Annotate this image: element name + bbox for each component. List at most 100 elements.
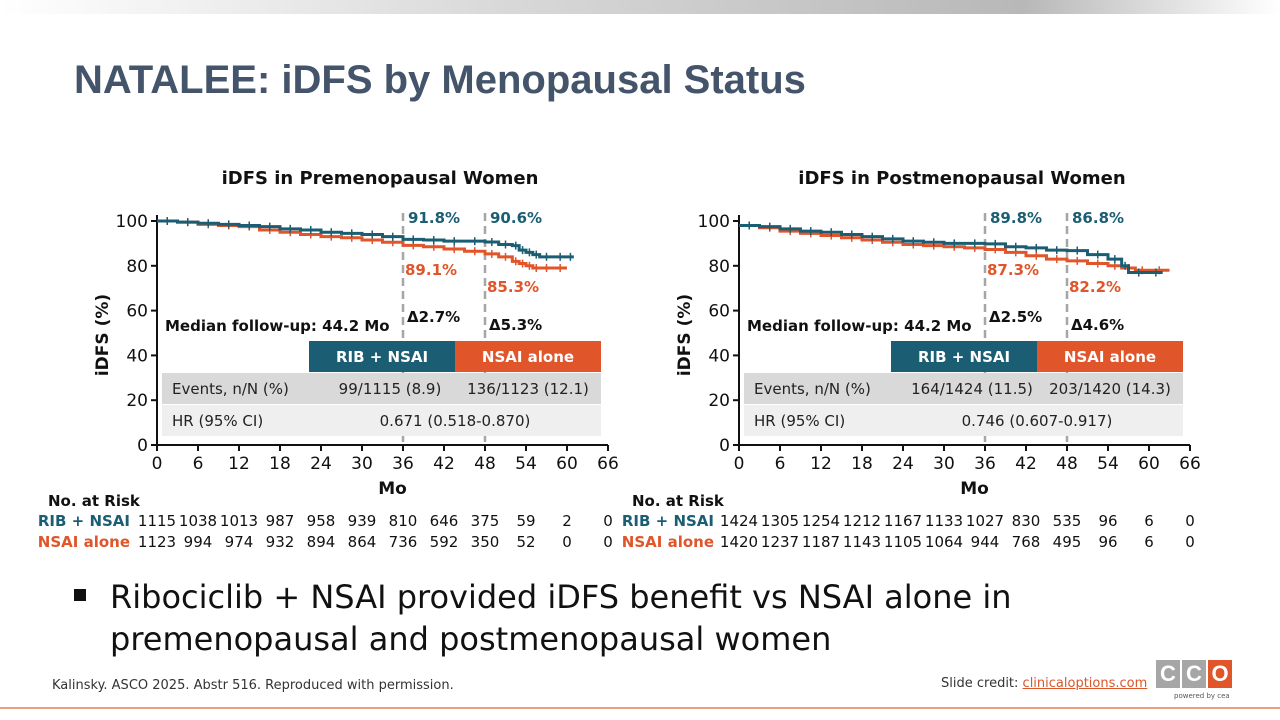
risk-count: 1424 bbox=[720, 512, 758, 530]
x-tick-label: 60 bbox=[556, 454, 578, 474]
x-tick-label: 24 bbox=[310, 454, 332, 474]
x-tick-label: 0 bbox=[152, 454, 163, 474]
hr-value: 0.671 (0.518-0.870) bbox=[380, 412, 531, 430]
x-tick-label: 18 bbox=[851, 454, 873, 474]
hr-row-label: HR (95% CI) bbox=[754, 412, 845, 430]
hr-row bbox=[162, 405, 601, 436]
credit-link[interactable]: clinicaloptions.com bbox=[1022, 676, 1148, 691]
risk-count: 1143 bbox=[843, 533, 881, 551]
events-nsai-value: 136/1123 (12.1) bbox=[467, 380, 589, 398]
bullet-square-icon bbox=[74, 589, 86, 601]
cco-logo: C C O powered by cea bbox=[1156, 660, 1234, 706]
risk-heading: No. at Risk bbox=[48, 492, 141, 510]
rib-nsai-curve bbox=[157, 219, 574, 259]
nsai-landmark-label: 89.1% bbox=[405, 261, 457, 279]
slide-credit: Slide credit: clinicaloptions.com bbox=[941, 676, 1147, 691]
logo-letter-o: O bbox=[1208, 660, 1232, 688]
x-tick-label: 60 bbox=[1138, 454, 1160, 474]
risk-count: 894 bbox=[307, 533, 336, 551]
y-tick-label: 0 bbox=[719, 436, 730, 456]
risk-heading: No. at Risk bbox=[632, 492, 725, 510]
risk-count: 1133 bbox=[925, 512, 963, 530]
y-tick-label: 100 bbox=[116, 212, 148, 232]
events-rib-value: 164/1424 (11.5) bbox=[911, 380, 1033, 398]
x-tick-label: 66 bbox=[597, 454, 619, 474]
median-followup-label: Median follow-up: 44.2 Mo bbox=[165, 317, 390, 335]
chart-title: iDFS in Postmenopausal Women bbox=[798, 168, 1125, 189]
x-tick-label: 12 bbox=[228, 454, 250, 474]
risk-count: 939 bbox=[348, 512, 377, 530]
x-tick-label: 54 bbox=[515, 454, 537, 474]
risk-count: 1123 bbox=[138, 533, 176, 551]
page-title: NATALEE: iDFS by Menopausal Status bbox=[74, 58, 806, 102]
risk-count: 1212 bbox=[843, 512, 881, 530]
x-tick-label: 42 bbox=[1015, 454, 1037, 474]
rib-header-label: RIB + NSAI bbox=[918, 348, 1010, 366]
risk-label-rib: RIB + NSAI bbox=[622, 512, 714, 530]
y-axis-label: iDFS (%) bbox=[675, 294, 695, 376]
x-tick-label: 6 bbox=[193, 454, 204, 474]
credit-label: Slide credit: bbox=[941, 676, 1023, 691]
nsai-landmark-label: 85.3% bbox=[487, 278, 539, 296]
y-tick-label: 80 bbox=[708, 257, 730, 277]
nsai-header-label: NSAI alone bbox=[482, 348, 574, 366]
risk-count: 96 bbox=[1098, 533, 1117, 551]
delta-label: Δ2.5% bbox=[989, 308, 1042, 326]
events-row bbox=[744, 373, 1183, 404]
risk-count: 1013 bbox=[220, 512, 258, 530]
x-tick-label: 30 bbox=[351, 454, 373, 474]
x-axis-label: Mo bbox=[960, 479, 989, 499]
median-followup-label: Median follow-up: 44.2 Mo bbox=[747, 317, 972, 335]
y-tick-label: 80 bbox=[126, 257, 148, 277]
risk-count: 1027 bbox=[966, 512, 1004, 530]
rib-landmark-label: 86.8% bbox=[1072, 209, 1124, 227]
y-tick-label: 60 bbox=[126, 302, 148, 322]
y-tick-label: 40 bbox=[126, 346, 148, 366]
risk-count: 864 bbox=[348, 533, 377, 551]
footnote: Kalinsky. ASCO 2025. Abstr 516. Reproduc… bbox=[52, 678, 454, 693]
risk-count: 0 bbox=[1185, 533, 1195, 551]
risk-label-nsai: NSAI alone bbox=[38, 533, 130, 551]
events-rib-value: 99/1115 (8.9) bbox=[339, 380, 442, 398]
rib-landmark-label: 89.8% bbox=[990, 209, 1042, 227]
x-tick-label: 66 bbox=[1179, 454, 1201, 474]
bottom-rule bbox=[0, 707, 1280, 709]
risk-count: 987 bbox=[266, 512, 295, 530]
risk-count: 1187 bbox=[802, 533, 840, 551]
risk-count: 0 bbox=[603, 533, 613, 551]
risk-count: 350 bbox=[471, 533, 500, 551]
delta-label: Δ2.7% bbox=[407, 308, 460, 326]
risk-count: 495 bbox=[1053, 533, 1082, 551]
logo-letter-c1: C bbox=[1156, 660, 1180, 688]
nsai-landmark-label: 87.3% bbox=[987, 261, 1039, 279]
risk-label-nsai: NSAI alone bbox=[622, 533, 714, 551]
risk-count: 932 bbox=[266, 533, 295, 551]
delta-label: Δ5.3% bbox=[489, 316, 542, 334]
risk-count: 1105 bbox=[884, 533, 922, 551]
hr-row-label: HR (95% CI) bbox=[172, 412, 263, 430]
risk-count: 1167 bbox=[884, 512, 922, 530]
nsai-landmark-label: 82.2% bbox=[1069, 278, 1121, 296]
risk-count: 52 bbox=[516, 533, 535, 551]
logo-subtitle: powered by cea bbox=[1174, 692, 1230, 700]
bullet-text: Ribociclib + NSAI provided iDFS benefit … bbox=[110, 578, 1012, 658]
risk-count: 1038 bbox=[179, 512, 217, 530]
rib-header-cell bbox=[309, 341, 455, 372]
risk-count: 974 bbox=[225, 533, 254, 551]
x-tick-label: 48 bbox=[474, 454, 496, 474]
risk-count: 0 bbox=[1185, 512, 1195, 530]
risk-count: 768 bbox=[1012, 533, 1041, 551]
logo-letter-c2: C bbox=[1182, 660, 1206, 688]
chart-title: iDFS in Premenopausal Women bbox=[222, 168, 539, 189]
y-tick-label: 20 bbox=[708, 391, 730, 411]
x-tick-label: 36 bbox=[974, 454, 996, 474]
summary-bullet: Ribociclib + NSAI provided iDFS benefit … bbox=[74, 576, 1224, 660]
rib-nsai-curve bbox=[739, 223, 1163, 275]
x-tick-label: 24 bbox=[892, 454, 914, 474]
events-row bbox=[162, 373, 601, 404]
nsai-header-label: NSAI alone bbox=[1064, 348, 1156, 366]
x-tick-label: 36 bbox=[392, 454, 414, 474]
x-tick-label: 0 bbox=[734, 454, 745, 474]
hr-value: 0.746 (0.607-0.917) bbox=[962, 412, 1113, 430]
y-tick-label: 40 bbox=[708, 346, 730, 366]
